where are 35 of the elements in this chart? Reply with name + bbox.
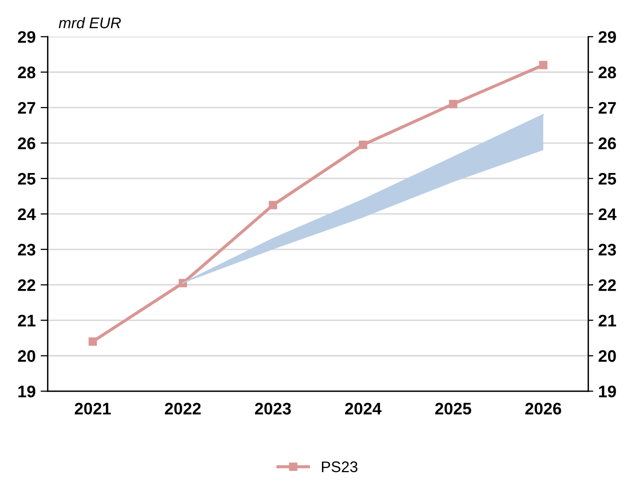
x-tick-label: 2022 [164,402,201,415]
y2-tick-label: 22 [598,279,616,291]
y-tick-label: 21 [18,314,36,326]
y-axis-title: mrd EUR [58,17,121,28]
y2-tick-label: 28 [598,66,616,78]
y-tick-label: 29 [18,31,36,43]
x-tick-label: 2024 [345,402,382,415]
y-tick-label: 23 [18,244,36,256]
point [88,337,97,346]
point [268,200,278,210]
y-tick-label: 27 [18,102,36,114]
y2-tick-label: 20 [598,350,616,362]
x-tick-label: 2021 [74,402,111,415]
x-tick-label: 2025 [435,402,472,415]
x-tick-label: 2023 [254,402,291,415]
y-tick-label: 20 [18,350,36,362]
point [539,60,548,70]
y2-tick-label: 24 [598,208,616,220]
legend-label: PS23 [322,461,358,472]
y2-tick-label: 27 [598,102,616,114]
y2-tick-label: 21 [598,314,616,326]
y-tick-label: 19 [18,386,36,398]
point [358,140,368,149]
y2-tick-label: 25 [598,172,616,185]
point [448,100,458,108]
y-tick-label: 22 [18,279,36,291]
y2-tick-label: 26 [598,137,616,150]
y2-tick-label: 23 [598,244,616,256]
y-tick-label: 24 [18,208,36,220]
y2-tick-label: 29 [598,31,616,43]
y-tick-label: 25 [18,172,36,185]
y2-tick-label: 19 [599,386,616,398]
x-tick-label: 2026 [525,402,562,415]
y-tick-label: 26 [18,137,36,150]
y-tick-label: 28 [18,66,36,78]
